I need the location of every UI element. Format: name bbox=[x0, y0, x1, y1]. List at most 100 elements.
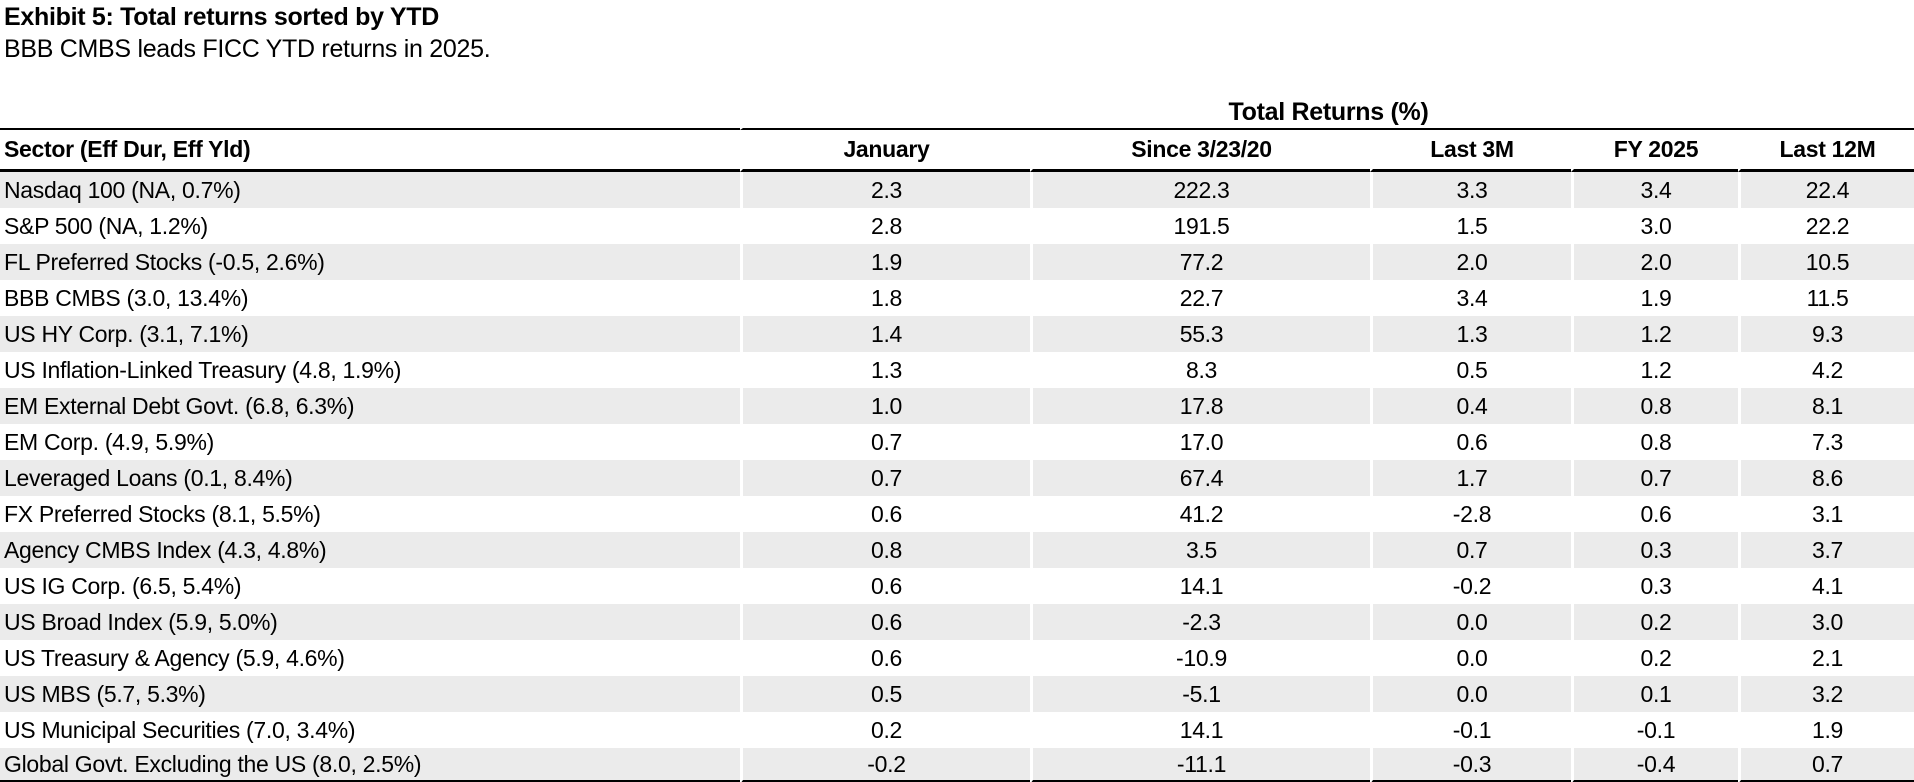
value-cell: 3.0 bbox=[1571, 208, 1738, 244]
value-cell: 55.3 bbox=[1030, 316, 1370, 352]
value-cell: 3.3 bbox=[1370, 172, 1571, 208]
value-cell: 0.0 bbox=[1370, 640, 1571, 676]
value-cell: 22.4 bbox=[1738, 172, 1914, 208]
sector-cell: Global Govt. Excluding the US (8.0, 2.5%… bbox=[0, 748, 740, 782]
table-row: US HY Corp. (3.1, 7.1%) 1.4 55.3 1.3 1.2 9.3 bbox=[0, 316, 1914, 352]
sector-cell: US Inflation-Linked Treasury (4.8, 1.9%) bbox=[4, 356, 402, 383]
value-cell: 2.3 bbox=[740, 172, 1030, 208]
value-cell: 0.3 bbox=[1571, 568, 1738, 604]
table-row: Global Govt. Excluding the US (8.0, 2.5%… bbox=[0, 748, 1914, 782]
value-cell: 2.0 bbox=[1370, 244, 1571, 280]
value-cell: 10.5 bbox=[1738, 244, 1914, 280]
group-header-spacer bbox=[0, 64, 740, 130]
value-cell: 0.2 bbox=[1571, 604, 1738, 640]
value-cell: -10.9 bbox=[1030, 640, 1370, 676]
value-cell: 1.4 bbox=[740, 316, 1030, 352]
value-cell: 77.2 bbox=[1030, 244, 1370, 280]
value-cell: 2.0 bbox=[1571, 244, 1738, 280]
value-cell: 1.9 bbox=[1571, 280, 1738, 316]
value-cell: 7.3 bbox=[1738, 424, 1914, 460]
table-row: US Inflation-Linked Treasury (4.8, 1.9%)… bbox=[0, 352, 1914, 388]
value-cell: 8.3 bbox=[1030, 352, 1370, 388]
exhibit-subtitle: BBB CMBS leads FICC YTD returns in 2025. bbox=[4, 35, 491, 63]
value-cell: 0.8 bbox=[1571, 388, 1738, 424]
value-cell: 8.6 bbox=[1738, 460, 1914, 496]
value-cell: 4.1 bbox=[1738, 568, 1914, 604]
value-cell: 3.7 bbox=[1738, 532, 1914, 568]
value-cell: 4.2 bbox=[1738, 352, 1914, 388]
sector-cell: US Broad Index (5.9, 5.0%) bbox=[0, 604, 740, 640]
sector-cell: EM External Debt Govt. (6.8, 6.3%) bbox=[0, 388, 740, 424]
value-cell: 3.4 bbox=[1370, 280, 1571, 316]
value-cell: 1.9 bbox=[1738, 712, 1914, 748]
value-cell: 0.5 bbox=[740, 676, 1030, 712]
table-row: US Broad Index (5.9, 5.0%) 0.6 -2.3 0.0 0.2 3… bbox=[0, 604, 1914, 640]
value-cell: 0.8 bbox=[740, 532, 1030, 568]
table-row: US Treasury & Agency (5.9, 4.6%) 0.6 -10.9… bbox=[0, 640, 1914, 676]
exhibit-title: Exhibit 5: Total returns sorted by YTD bbox=[4, 3, 439, 31]
value-cell: 0.1 bbox=[1571, 676, 1738, 712]
value-cell: 0.7 bbox=[1370, 532, 1571, 568]
table-row: BBB CMBS (3.0, 13.4%) 1.8 22.7 3.4 1.9 11.5 bbox=[0, 280, 1914, 316]
value-cell: 0.7 bbox=[740, 424, 1030, 460]
value-cell: 17.0 bbox=[1030, 424, 1370, 460]
table-row: US MBS (5.7, 5.3%) 0.5 -5.1 0.0 0.1 3.2 bbox=[0, 676, 1914, 712]
sector-cell: BBB CMBS (3.0, 13.4%) bbox=[4, 284, 249, 311]
value-cell: -0.2 bbox=[740, 748, 1030, 782]
value-cell: 0.2 bbox=[1571, 640, 1738, 676]
value-cell: 3.0 bbox=[1738, 604, 1914, 640]
value-cell: -0.4 bbox=[1571, 748, 1738, 782]
sector-cell: Leveraged Loans (0.1, 8.4%) bbox=[0, 460, 740, 496]
table-row: EM Corp. (4.9, 5.9%) 0.7 17.0 0.6 0.8 7.3 bbox=[0, 424, 1914, 460]
value-cell: 0.3 bbox=[1571, 532, 1738, 568]
value-cell: 8.1 bbox=[1738, 388, 1914, 424]
value-cell: 11.5 bbox=[1738, 280, 1914, 316]
value-cell: 2.1 bbox=[1738, 640, 1914, 676]
value-cell: 3.5 bbox=[1030, 532, 1370, 568]
value-cell: 0.6 bbox=[740, 568, 1030, 604]
value-cell: 3.4 bbox=[1571, 172, 1738, 208]
value-cell: -0.2 bbox=[1370, 568, 1571, 604]
value-cell: 9.3 bbox=[1738, 316, 1914, 352]
value-cell: -0.1 bbox=[1370, 712, 1571, 748]
value-cell: 0.6 bbox=[740, 496, 1030, 532]
total-returns-table: Total Returns (%) Sector (Eff Dur, Eff Y… bbox=[0, 64, 1914, 782]
value-cell: 0.4 bbox=[1370, 388, 1571, 424]
value-cell: 0.6 bbox=[740, 640, 1030, 676]
sector-cell: EM Corp. (4.9, 5.9%) bbox=[4, 428, 215, 455]
value-cell: 1.8 bbox=[740, 280, 1030, 316]
value-cell: 14.1 bbox=[1030, 568, 1370, 604]
value-cell: 0.7 bbox=[1571, 460, 1738, 496]
table-row: Agency CMBS Index (4.3, 4.8%) 0.8 3.5 0.7 0.… bbox=[0, 532, 1914, 568]
value-cell: 22.7 bbox=[1030, 280, 1370, 316]
value-cell: 1.3 bbox=[740, 352, 1030, 388]
column-header-row: Sector (Eff Dur, Eff Yld) January Since … bbox=[0, 130, 1914, 172]
value-cell: 1.5 bbox=[1370, 208, 1571, 244]
value-cell: 222.3 bbox=[1030, 172, 1370, 208]
value-cell: 0.8 bbox=[1571, 424, 1738, 460]
value-cell: 3.2 bbox=[1738, 676, 1914, 712]
value-cell: -0.1 bbox=[1571, 712, 1738, 748]
value-cell: 1.3 bbox=[1370, 316, 1571, 352]
value-cell: 191.5 bbox=[1030, 208, 1370, 244]
value-cell: 0.2 bbox=[740, 712, 1030, 748]
table-row: EM External Debt Govt. (6.8, 6.3%) 1.0 17.… bbox=[0, 388, 1914, 424]
table-row: US Municipal Securities (7.0, 3.4%) 0.2 14… bbox=[0, 712, 1914, 748]
sector-cell: US MBS (5.7, 5.3%) bbox=[0, 676, 740, 712]
value-cell: 67.4 bbox=[1030, 460, 1370, 496]
value-cell: -0.3 bbox=[1370, 748, 1571, 782]
sector-cell: Nasdaq 100 (NA, 0.7%) bbox=[0, 172, 740, 208]
group-header-total-returns: Total Returns (%) bbox=[740, 64, 1914, 130]
column-header-since: Since 3/23/20 bbox=[1030, 130, 1370, 172]
sector-cell: FX Preferred Stocks (8.1, 5.5%) bbox=[4, 500, 321, 527]
sector-cell: US Municipal Securities (7.0, 3.4%) bbox=[4, 716, 356, 743]
value-cell: 0.5 bbox=[1370, 352, 1571, 388]
table-body: Nasdaq 100 (NA, 0.7%) 2.3 222.3 3.3 3.4 22.4 S… bbox=[0, 172, 1914, 782]
value-cell: 2.8 bbox=[740, 208, 1030, 244]
table-row: FX Preferred Stocks (8.1, 5.5%) 0.6 41.2 -2… bbox=[0, 496, 1914, 532]
value-cell: 0.0 bbox=[1370, 676, 1571, 712]
value-cell: 0.6 bbox=[1571, 496, 1738, 532]
value-cell: -5.1 bbox=[1030, 676, 1370, 712]
table-row: US IG Corp. (6.5, 5.4%) 0.6 14.1 -0.2 0.3 4.1 bbox=[0, 568, 1914, 604]
